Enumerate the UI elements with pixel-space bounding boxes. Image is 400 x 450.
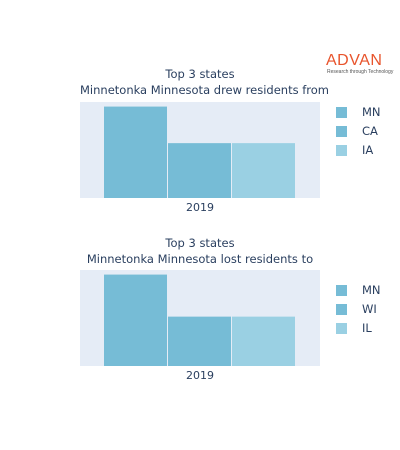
legend-label: IL <box>362 321 372 335</box>
bar-mn[interactable] <box>104 106 167 198</box>
legend-swatch <box>336 304 347 315</box>
plot-area: 2019 <box>80 270 320 382</box>
legend-swatch <box>336 285 347 296</box>
x-tick-label: 2019 <box>186 201 214 214</box>
x-tick-label: 2019 <box>186 369 214 382</box>
chart-title-line1: Top 3 states <box>165 67 235 81</box>
bar-il[interactable] <box>232 316 295 366</box>
legend-label: WI <box>362 302 377 316</box>
chart-title: Top 3 states Minnetonka Minnesota drew r… <box>80 66 330 98</box>
plot-area: 2019 <box>80 102 320 214</box>
chart-lost-residents-to: Top 3 states Minnetonka Minnesota lost r… <box>0 235 400 415</box>
bar-ia[interactable] <box>232 143 295 198</box>
chart-title: Top 3 states Minnetonka Minnesota lost r… <box>80 235 320 267</box>
legend-swatch <box>336 126 347 137</box>
legend-label: MN <box>362 283 381 297</box>
chart-drew-residents-from: Top 3 states Minnetonka Minnesota drew r… <box>0 66 400 246</box>
legend-label: CA <box>362 124 378 138</box>
advan-logo: ADVAN Research through Technology <box>326 52 396 78</box>
bar-wi[interactable] <box>168 316 231 366</box>
legend-swatch <box>336 323 347 334</box>
logo-tagline: Research through Technology <box>327 69 394 75</box>
chart-title-line2: Minnetonka Minnesota drew residents from <box>80 83 330 97</box>
bar-ca[interactable] <box>168 143 231 198</box>
bar-mn[interactable] <box>104 274 167 366</box>
legend-label: IA <box>362 143 374 157</box>
legend-swatch <box>336 107 347 118</box>
chart-title-line2: Minnetonka Minnesota lost residents to <box>86 252 314 266</box>
chart-title-line1: Top 3 states <box>165 236 235 250</box>
legend-swatch <box>336 145 347 156</box>
legend-label: MN <box>362 105 381 119</box>
logo-wordmark: ADVAN <box>326 52 383 69</box>
